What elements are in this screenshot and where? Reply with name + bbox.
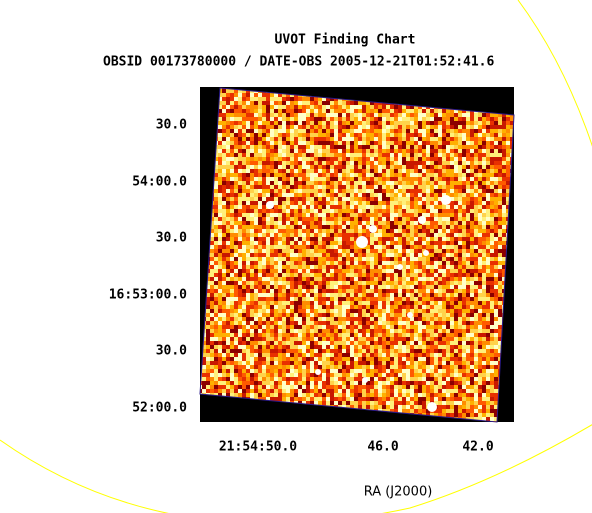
y-tick-label: 30.0 <box>156 118 187 133</box>
star <box>369 225 377 233</box>
y-tick-label: 30.0 <box>156 344 187 359</box>
subtitle: OBSID 00173780000 / DATE-OBS 2005-12-21T… <box>103 55 495 70</box>
sky-image <box>200 88 514 422</box>
circle-arc <box>0 424 592 513</box>
y-tick-label: 54:00.0 <box>132 175 187 190</box>
star <box>441 195 451 205</box>
x-tick-label: 46.0 <box>367 440 398 455</box>
star <box>362 377 368 383</box>
title: UVOT Finding Chart <box>275 33 416 48</box>
star <box>427 402 437 412</box>
star <box>356 236 368 248</box>
star <box>315 369 321 375</box>
x-tick-label: 42.0 <box>462 440 493 455</box>
circle-arc <box>517 0 592 147</box>
y-tick-label: 16:53:00.0 <box>109 288 187 303</box>
y-tick-label: 52:00.0 <box>132 401 187 416</box>
star <box>397 264 403 270</box>
x-axis-label: RA (J2000) <box>364 485 433 500</box>
x-tick-label: 21:54:50.0 <box>219 440 297 455</box>
y-tick-label: 30.0 <box>156 231 187 246</box>
star <box>418 216 426 224</box>
star <box>266 201 274 209</box>
star <box>407 312 413 318</box>
star <box>423 250 429 256</box>
image-border <box>199 87 515 423</box>
